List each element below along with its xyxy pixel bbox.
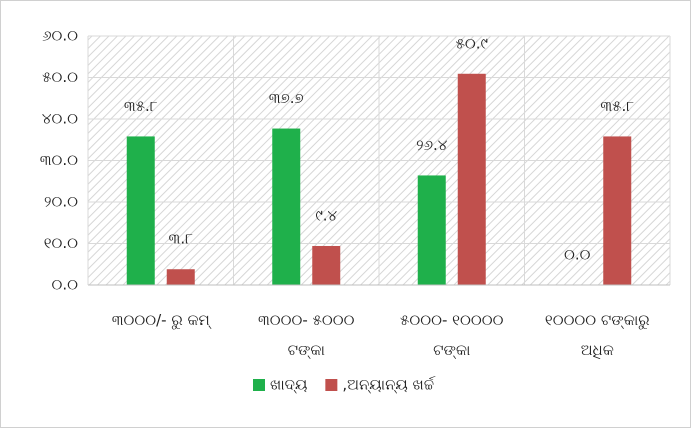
- bar: [312, 245, 341, 285]
- bar: [417, 175, 446, 285]
- data-label: ୩୫.୮: [600, 97, 634, 115]
- x-tick-label: ୩୦୦୦/- ରୁ କମ୍: [111, 311, 210, 329]
- data-label: ୩୫.୮: [124, 97, 158, 115]
- data-label: ୩.୮: [169, 230, 194, 248]
- bar: [166, 269, 195, 285]
- data-label: ୫୦.୯: [456, 34, 488, 52]
- bar: [603, 136, 632, 285]
- legend-swatch: [253, 379, 265, 391]
- data-label: ୩୭.୭: [269, 89, 304, 107]
- legend-swatch: [325, 379, 338, 391]
- data-label: ୯.୪: [315, 206, 337, 224]
- y-tick-label: ୦.୦: [52, 276, 79, 294]
- bar: [272, 128, 301, 285]
- y-tick-label: ୪୦.୦: [42, 110, 78, 128]
- x-tick-label: ୧୦୦୦୦ ଟଙ୍କାରୁ ଅଧିକ: [544, 311, 650, 359]
- x-tick-label: ୩୦୦୦- ୫୦୦୦ ଟଙ୍କା: [258, 311, 355, 359]
- legend-label: ,ଅନ୍ୟାନ୍ୟ ଖର୍ଚ୍ଚ: [342, 376, 436, 394]
- data-label: ୦.୦: [564, 246, 591, 264]
- bar: [126, 136, 155, 285]
- x-tick-label: ୫୦୦୦- ୧୦୦୦୦ ଟଙ୍କା: [400, 311, 504, 359]
- data-label: ୨୬.୪: [416, 136, 448, 154]
- y-tick-label: ୬୦.୦: [42, 27, 78, 45]
- y-tick-label: ୩୦.୦: [40, 151, 78, 169]
- bar: [457, 73, 486, 285]
- y-tick-label: ୨୦.୦: [44, 193, 78, 211]
- y-tick-label: ୫୦.୦: [42, 68, 78, 86]
- y-tick-label: ୧୦.୦: [44, 234, 78, 252]
- legend-label: ଖାଦ୍ୟ: [270, 376, 307, 394]
